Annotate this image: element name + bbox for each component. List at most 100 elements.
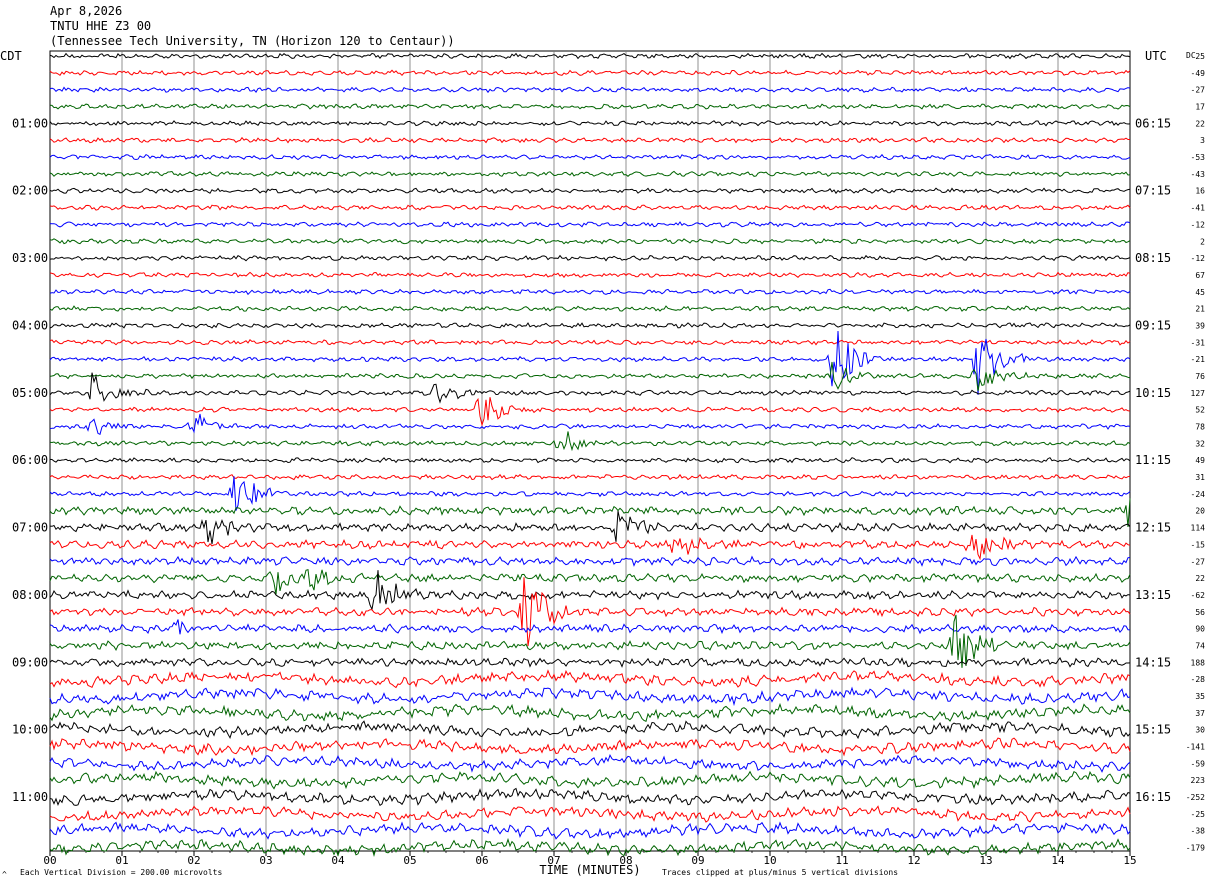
seismic-trace bbox=[49, 170, 1131, 178]
utc-time-label: 07:15 bbox=[1135, 184, 1171, 198]
x-tick-label: 12 bbox=[907, 854, 920, 867]
dc-offset-label: -59 bbox=[1191, 759, 1206, 768]
seismic-trace bbox=[49, 330, 1131, 395]
utc-time-label: 13:15 bbox=[1135, 588, 1171, 602]
x-tick-label: 00 bbox=[43, 854, 56, 867]
x-tick-label: 02 bbox=[187, 854, 200, 867]
utc-time-label: 10:15 bbox=[1135, 386, 1171, 400]
dc-offset-label: 37 bbox=[1195, 709, 1205, 718]
cdt-time-label: 09:00 bbox=[12, 655, 48, 669]
seismic-trace bbox=[49, 570, 1131, 611]
dc-offset-label: -43 bbox=[1191, 170, 1206, 179]
x-tick-label: 01 bbox=[115, 854, 128, 867]
cdt-time-label: 02:00 bbox=[12, 184, 48, 198]
dc-offset-label: -53 bbox=[1191, 153, 1206, 162]
seismic-trace bbox=[49, 103, 1131, 110]
seismic-trace bbox=[49, 787, 1131, 807]
seismic-trace bbox=[49, 686, 1131, 707]
dc-offset-label: -62 bbox=[1191, 591, 1206, 600]
dc-offset-label: 39 bbox=[1195, 321, 1205, 330]
utc-time-label: 15:15 bbox=[1135, 723, 1171, 737]
seismic-trace bbox=[49, 187, 1131, 195]
seismic-trace bbox=[49, 569, 1131, 595]
record-date: Apr 8,2026 bbox=[50, 4, 123, 18]
seismic-trace bbox=[49, 431, 1131, 452]
seismic-trace bbox=[49, 69, 1131, 77]
dc-offset-label: -21 bbox=[1191, 355, 1206, 364]
seismic-trace bbox=[49, 753, 1131, 773]
dc-offset-label: 76 bbox=[1195, 372, 1205, 381]
seismic-trace bbox=[49, 372, 1131, 404]
seismic-trace bbox=[49, 770, 1131, 790]
dc-offset-label: -38 bbox=[1191, 827, 1206, 836]
dc-offset-label: -141 bbox=[1186, 743, 1205, 752]
seismic-trace bbox=[49, 457, 1131, 464]
dc-offset-label: 52 bbox=[1195, 406, 1205, 415]
seismic-trace bbox=[49, 702, 1131, 722]
seismic-trace bbox=[49, 204, 1131, 211]
seismic-trace bbox=[49, 619, 1131, 635]
x-tick-label: 15 bbox=[1123, 854, 1136, 867]
x-tick-label: 14 bbox=[1051, 854, 1065, 867]
dc-offset-label: 35 bbox=[1195, 692, 1205, 701]
clipping-note: Traces clipped at plus/minus 5 vertical … bbox=[662, 868, 898, 877]
utc-time-label: 11:15 bbox=[1135, 453, 1171, 467]
x-tick-label: 07 bbox=[547, 854, 560, 867]
x-tick-label: 03 bbox=[259, 854, 272, 867]
dc-offset-label: -27 bbox=[1191, 557, 1206, 566]
dc-offset-label: 49 bbox=[1195, 456, 1205, 465]
dc-offset-label: 223 bbox=[1191, 776, 1206, 785]
dc-offset-label: 2 bbox=[1200, 237, 1205, 246]
dc-offset-label: 56 bbox=[1195, 608, 1205, 617]
seismic-trace bbox=[49, 153, 1131, 161]
seismic-trace bbox=[49, 476, 1131, 511]
utc-time-label: 14:15 bbox=[1135, 655, 1171, 669]
seismic-trace bbox=[49, 737, 1131, 757]
utc-label: UTC bbox=[1145, 49, 1167, 63]
seismic-trace bbox=[49, 288, 1131, 296]
dc-offset-label: 127 bbox=[1191, 389, 1206, 398]
seismic-trace bbox=[49, 720, 1131, 740]
cdt-time-label: 07:00 bbox=[12, 521, 48, 535]
utc-time-label: 09:15 bbox=[1135, 318, 1171, 332]
dc-offset-label: -28 bbox=[1191, 675, 1206, 684]
x-tick-label: 06 bbox=[475, 854, 488, 867]
seismic-trace bbox=[49, 271, 1131, 279]
seismic-trace bbox=[49, 510, 1131, 545]
seismic-trace bbox=[49, 473, 1131, 481]
seismic-trace bbox=[49, 361, 1131, 392]
cdt-label: CDT bbox=[0, 49, 22, 63]
seismic-trace bbox=[49, 498, 1131, 528]
seismic-trace bbox=[49, 52, 1131, 60]
seismic-trace bbox=[49, 534, 1131, 561]
station-id: TNTU HHE Z3 00 bbox=[50, 19, 152, 33]
dc-offset-label: 30 bbox=[1195, 726, 1205, 735]
station-location: (Tennessee Tech University, TN (Horizon … bbox=[50, 34, 455, 48]
x-tick-label: 08 bbox=[619, 854, 632, 867]
dc-offset-label: 16 bbox=[1195, 187, 1205, 196]
seismic-trace bbox=[49, 86, 1131, 94]
seismic-trace bbox=[49, 397, 1131, 427]
x-tick-label: 11 bbox=[835, 854, 848, 867]
dc-offset-label: -15 bbox=[1191, 540, 1206, 549]
dc-offset-label: 20 bbox=[1195, 507, 1205, 516]
dc-offset-label: -27 bbox=[1191, 86, 1206, 95]
seismic-trace bbox=[49, 221, 1131, 228]
dc-label: DC bbox=[1186, 51, 1196, 60]
seismic-trace bbox=[49, 305, 1131, 312]
cdt-time-label: 04:00 bbox=[12, 318, 48, 332]
seismic-trace bbox=[49, 669, 1131, 689]
seismic-trace bbox=[49, 837, 1131, 857]
dc-offset-label: 22 bbox=[1195, 119, 1205, 128]
cdt-time-label: 08:00 bbox=[12, 588, 48, 602]
x-axis-title: TIME (MINUTES) bbox=[539, 863, 640, 877]
cdt-time-label: 01:00 bbox=[12, 116, 48, 130]
seismic-trace bbox=[49, 254, 1131, 262]
footer-mark: ^ bbox=[2, 870, 7, 879]
seismic-trace bbox=[49, 805, 1131, 823]
x-tick-label: 04 bbox=[331, 854, 345, 867]
dc-offset-label: 67 bbox=[1195, 271, 1205, 280]
cdt-time-label: 10:00 bbox=[12, 723, 48, 737]
x-tick-label: 13 bbox=[979, 854, 992, 867]
dc-offset-label: 74 bbox=[1195, 641, 1205, 650]
